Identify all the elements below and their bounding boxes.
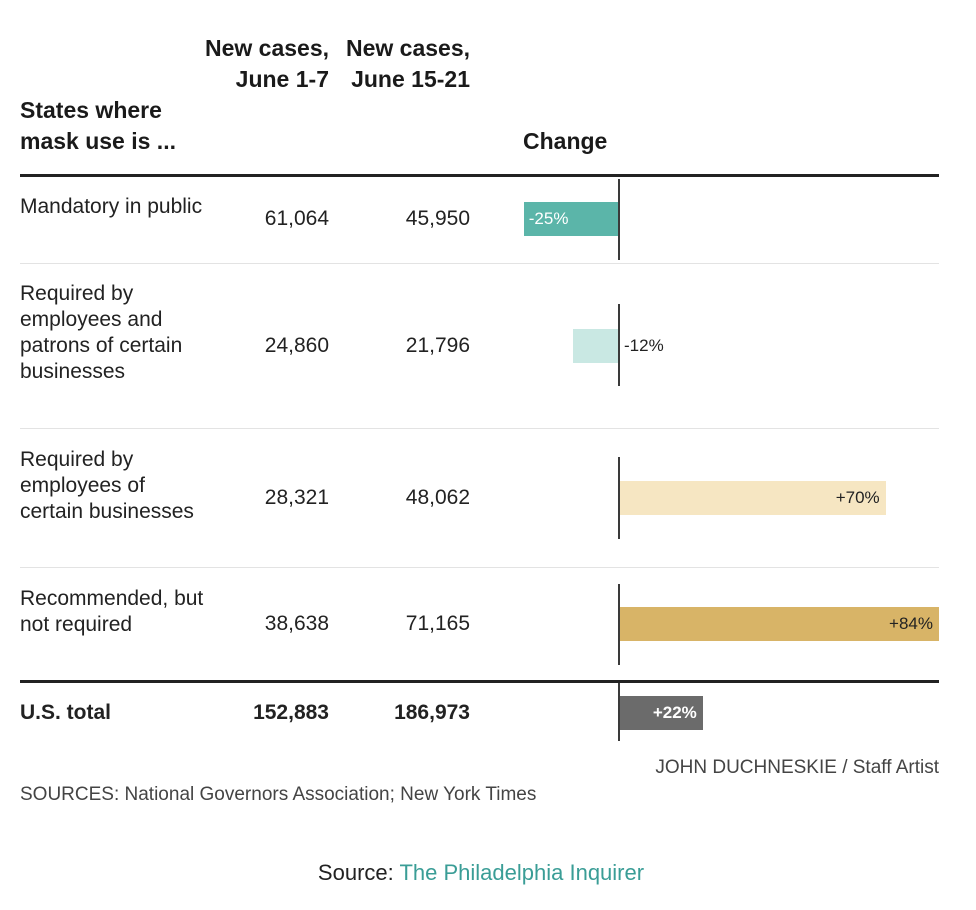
change-bar-total [619,696,703,730]
change-label-recommended: +84% [889,614,933,633]
row-label-recommended: Recommended, but not required [20,587,204,636]
total-rule [20,680,939,683]
row-mandatory-june-15-21: 45,950 [405,207,470,230]
zero-axis-line [618,683,620,741]
sources-note: SOURCES: National Governors Association;… [20,784,537,805]
row-employees-june-15-21: 48,062 [405,486,470,509]
change-bar-mandatory [523,202,619,236]
total-june-15-21: 186,973 [394,701,470,724]
row-label-employees-patrons: Required by employees and patrons of cer… [20,282,183,383]
row-recommended-june-1-7: 38,638 [264,612,329,635]
header-june-15-21: New cases, June 15-21 [345,35,470,92]
artist-credit: JOHN DUCHNESKIE / Staff Artist [655,757,939,778]
total-label: U.S. total [20,701,112,724]
total-june-1-7: 152,883 [253,701,329,724]
row-divider [20,428,939,429]
change-bar-employees-patrons [573,329,619,363]
change-label-employees: +70% [835,488,880,507]
row-label-employees: Required by employees of certain busines… [20,448,194,523]
header-change: Change [523,128,608,154]
change-label-mandatory: -25% [528,209,569,228]
header-states: States where mask use is ... [20,97,176,154]
change-bar-employees [619,481,886,515]
header-rule [20,174,939,177]
row-recommended-june-15-21: 71,165 [405,612,470,635]
change-label-total: +22% [652,703,697,722]
header-june-1-7: New cases, June 1-7 [204,35,329,92]
zero-axis-line [618,584,620,665]
change-bar-recommended [619,607,939,641]
row-employees-patrons-june-1-7: 24,860 [264,334,329,357]
footer-source-prefix: Source: [317,860,400,885]
row-employees-patrons-june-15-21: 21,796 [405,334,470,357]
inquirer-link[interactable]: The Philadelphia Inquirer [399,860,645,885]
zero-axis-line [618,457,620,539]
footer-source: Source: The Philadelphia Inquirer [0,860,962,886]
row-mandatory-june-1-7: 61,064 [264,207,329,230]
zero-axis-line [618,179,620,260]
row-label-mandatory: Mandatory in public [20,195,203,218]
row-divider [20,263,939,264]
row-employees-june-1-7: 28,321 [264,486,329,509]
change-label-employees-patrons: -12% [624,336,664,355]
row-divider [20,567,939,568]
zero-axis-line [618,304,620,386]
